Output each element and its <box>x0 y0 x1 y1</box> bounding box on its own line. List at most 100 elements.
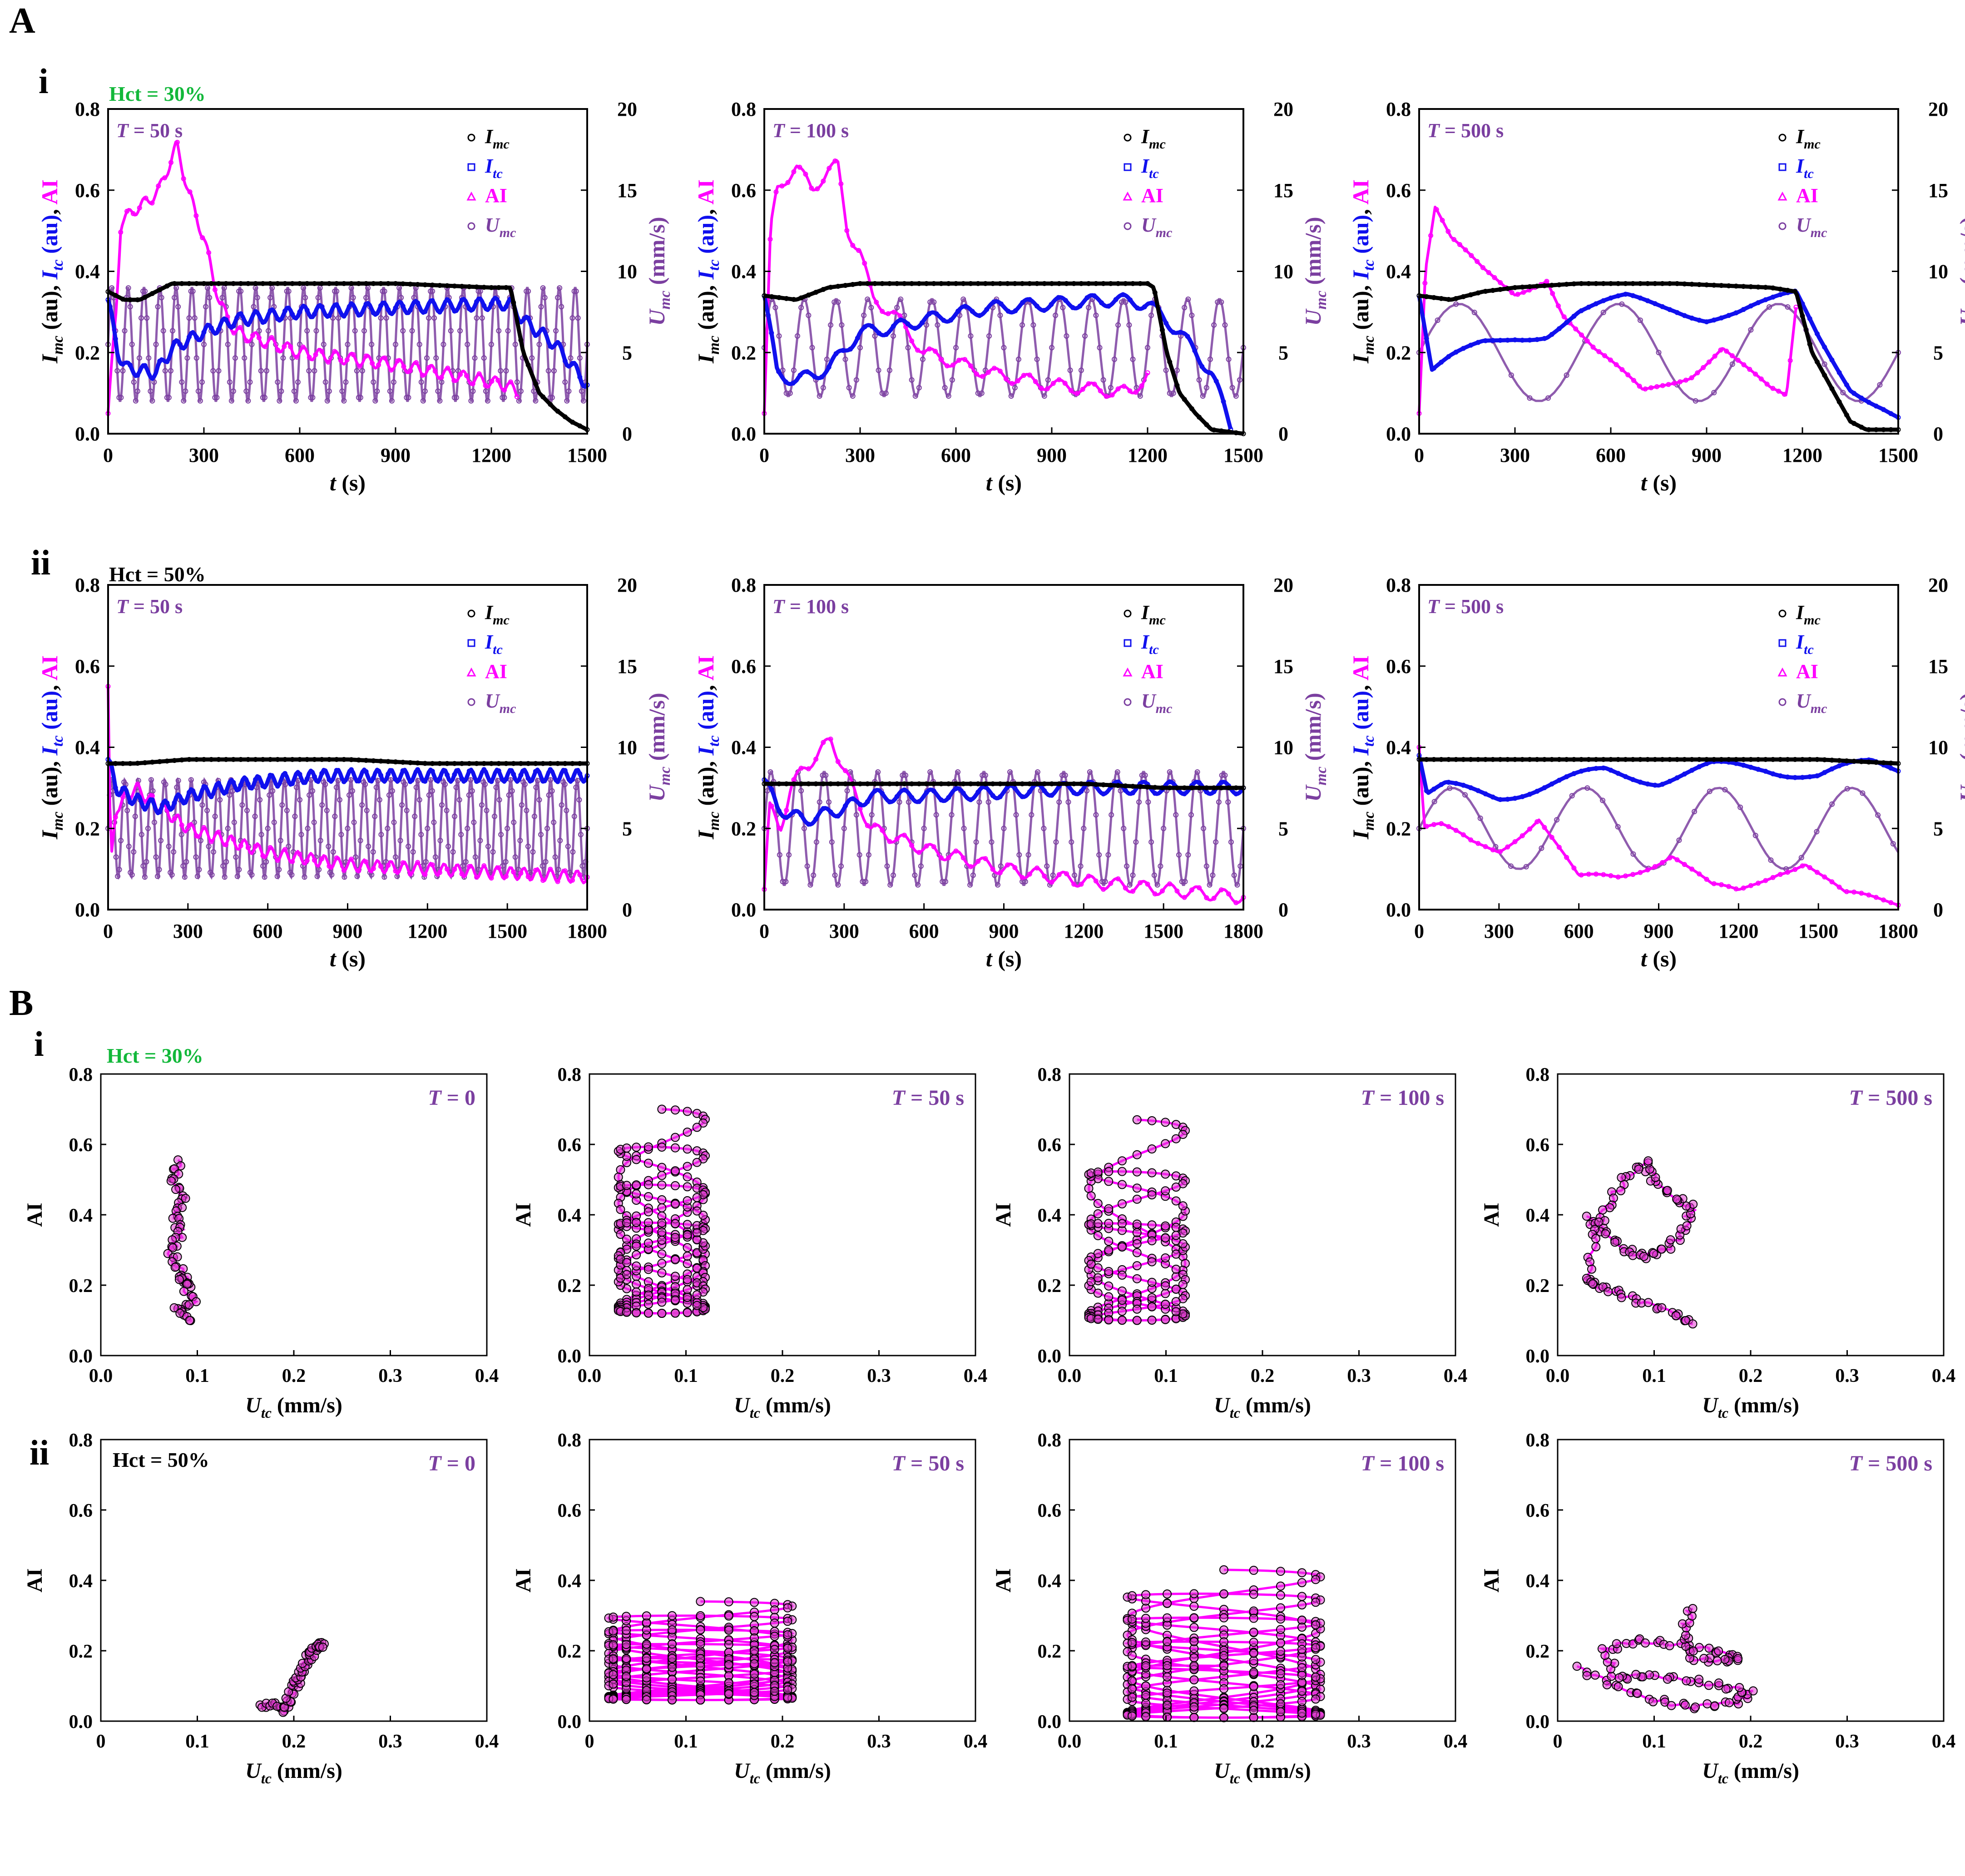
Itc-point <box>1475 340 1481 345</box>
Umc-point <box>198 837 203 843</box>
trajectory-point <box>692 1206 702 1216</box>
trajectory-point <box>657 1268 667 1277</box>
Umc-point <box>371 379 376 385</box>
y-tick-label: 0.8 <box>1386 574 1411 596</box>
Umc-point <box>551 368 557 374</box>
AI-point <box>1638 870 1643 875</box>
Itc-point <box>1468 342 1474 348</box>
Umc-point <box>441 342 446 347</box>
AI-point <box>1726 884 1732 889</box>
x-tick-label: 1800 <box>1223 920 1263 942</box>
legend-marker <box>466 191 476 201</box>
Imc-point <box>570 420 575 425</box>
x-tick-label: 0.1 <box>674 1731 698 1752</box>
Umc-point <box>297 797 302 803</box>
trajectory-point <box>1671 1311 1681 1321</box>
AI-point <box>809 185 814 191</box>
Imc-point <box>496 285 501 290</box>
Itc-point <box>769 330 774 336</box>
AI-point <box>508 379 513 385</box>
trajectory-point <box>643 1207 653 1217</box>
x-tick-label: 600 <box>909 920 939 942</box>
legend-marker <box>467 639 475 647</box>
Imc-point <box>164 758 170 764</box>
Umc-point <box>452 813 458 819</box>
Imc-point <box>304 757 310 762</box>
Umc-point <box>826 799 832 805</box>
Umc-point <box>921 826 927 832</box>
AI-point <box>916 850 922 855</box>
Imc-point <box>496 761 501 766</box>
AI-point <box>909 843 915 848</box>
trajectory-point <box>1631 1670 1641 1679</box>
Umc-point <box>1527 395 1533 401</box>
Imc-point <box>1204 785 1209 791</box>
trajectory-point <box>609 1626 618 1636</box>
AI-point <box>206 250 212 255</box>
Umc-point <box>1233 393 1239 399</box>
legend-marker <box>1124 163 1132 171</box>
Imc-point <box>1211 427 1217 433</box>
y-tick-label: 0.8 <box>731 98 756 120</box>
AI-point <box>797 164 802 170</box>
Itc-point <box>267 772 273 778</box>
Itc-point <box>445 297 450 302</box>
trajectory-point <box>667 1639 677 1649</box>
Imc-point <box>459 761 465 766</box>
trajectory-point <box>1704 1681 1713 1690</box>
trajectory-point <box>1104 1167 1114 1176</box>
trajectory-point <box>1688 1604 1698 1613</box>
AI-point <box>1056 872 1062 877</box>
Umc-point <box>519 802 525 808</box>
Umc-point <box>1200 393 1206 399</box>
Imc-point <box>135 761 140 766</box>
trajectory-point <box>667 1675 677 1684</box>
Umc-point <box>1768 857 1774 863</box>
trajectory-point <box>1714 1646 1723 1656</box>
Umc-point <box>1210 872 1216 878</box>
Umc-point <box>221 285 227 291</box>
x-tick-label: 0.2 <box>1739 1366 1763 1386</box>
trajectory-point <box>783 1657 792 1667</box>
trajectory-point <box>1297 1592 1307 1601</box>
x-tick-label: 600 <box>1596 444 1626 466</box>
Imc-point <box>555 761 560 766</box>
chart-title: T = 50 s <box>116 595 183 618</box>
Umc-point <box>326 843 332 849</box>
Umc-point <box>1188 812 1194 818</box>
Itc-point <box>149 376 155 381</box>
Itc-point <box>1859 396 1864 401</box>
trajectory-point <box>1171 1249 1181 1259</box>
Imc-point <box>142 295 148 300</box>
Imc-point <box>1174 382 1180 388</box>
Imc-point <box>1822 372 1827 378</box>
Itc-point <box>194 335 199 340</box>
Umc-point <box>894 305 900 311</box>
y-tick-label: 0.4 <box>75 261 100 283</box>
legend-label: Itc <box>485 155 503 181</box>
x-tick-label: 1800 <box>567 920 607 942</box>
Umc-point <box>210 368 216 374</box>
series-Imc <box>1416 757 1901 766</box>
trajectory-point <box>1171 1134 1181 1143</box>
AI-point <box>1159 888 1165 894</box>
Umc-point <box>364 807 370 813</box>
AI-point <box>1701 365 1706 370</box>
AI-point <box>1101 886 1106 892</box>
trajectory-point <box>670 1199 680 1209</box>
Umc-point <box>214 395 220 401</box>
Itc-point <box>1534 788 1540 794</box>
Itc-point <box>941 317 946 323</box>
y-tick-label: 0.2 <box>69 1276 93 1297</box>
Umc-point <box>455 777 461 783</box>
Umc-point <box>1124 863 1130 869</box>
y2-tick-label: 20 <box>1928 98 1948 120</box>
Umc-point <box>579 388 584 394</box>
AI-point <box>880 827 885 833</box>
Umc-point <box>341 398 347 404</box>
Umc-point <box>396 285 402 291</box>
trajectory-point <box>1714 1678 1723 1688</box>
AI-point <box>525 874 531 880</box>
y-tick-label: 0.8 <box>69 1064 93 1085</box>
